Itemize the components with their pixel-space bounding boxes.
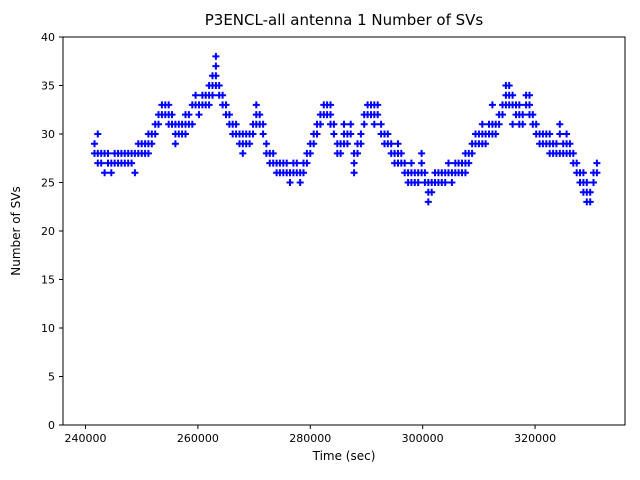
chart-title: P3ENCL-all antenna 1 Number of SVs <box>204 11 484 29</box>
y-tick-label: 20 <box>41 225 55 238</box>
y-tick-label: 15 <box>41 274 55 287</box>
y-tick-label: 25 <box>41 177 55 190</box>
y-axis-label: Number of SVs <box>9 186 23 276</box>
y-tick-label: 35 <box>41 80 55 93</box>
axes-frame <box>62 36 626 426</box>
x-tick-label: 260000 <box>177 432 219 445</box>
y-tick-label: 10 <box>41 322 55 335</box>
x-axis-label: Time (sec) <box>312 449 376 463</box>
y-tick-label: 5 <box>48 371 55 384</box>
x-tick-label: 280000 <box>289 432 331 445</box>
y-tick-label: 30 <box>41 128 55 141</box>
x-tick-label: 240000 <box>64 432 106 445</box>
y-tick-label: 40 <box>41 31 55 44</box>
y-tick-label: 0 <box>48 419 55 432</box>
data-points <box>91 52 601 206</box>
x-tick-label: 320000 <box>514 432 556 445</box>
x-tick-label: 300000 <box>402 432 444 445</box>
